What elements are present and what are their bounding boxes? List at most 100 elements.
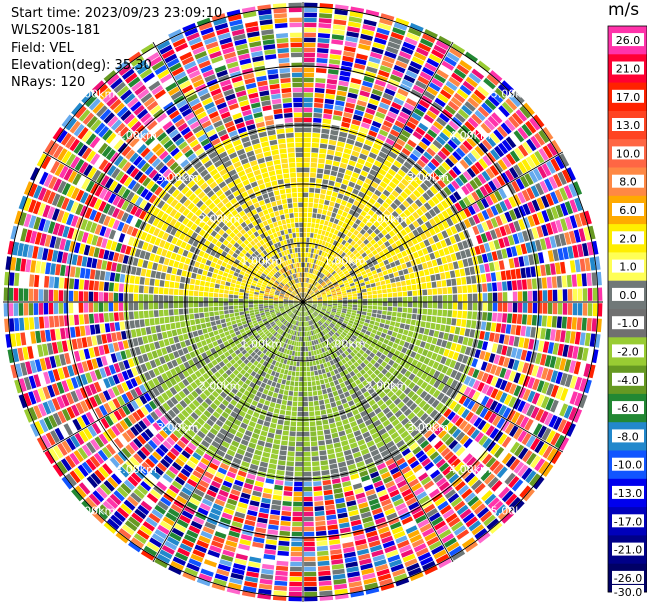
- velocity-cell: [288, 303, 294, 305]
- velocity-cell: [178, 302, 184, 308]
- velocity-cell: [344, 248, 350, 254]
- velocity-cell: [115, 242, 123, 253]
- velocity-cell: [138, 285, 144, 293]
- velocity-cell: [423, 90, 436, 101]
- velocity-cell: [331, 191, 338, 198]
- velocity-cell: [236, 343, 243, 349]
- velocity-cell: [173, 221, 182, 229]
- velocity-cell: [149, 342, 156, 351]
- velocity-cell: [313, 264, 317, 270]
- velocity-cell: [244, 337, 251, 343]
- velocity-cell: [208, 354, 215, 362]
- velocity-cell: [274, 113, 283, 120]
- velocity-cell: [170, 322, 176, 330]
- velocity-cell: [39, 171, 49, 185]
- velocity-cell: [243, 299, 249, 302]
- velocity-cell: [467, 257, 474, 266]
- velocity-cell: [22, 346, 29, 360]
- velocity-cell: [209, 282, 215, 288]
- velocity-cell: [193, 161, 203, 170]
- velocity-cell: [340, 265, 346, 271]
- velocity-cell: [136, 408, 145, 419]
- velocity-cell: [305, 288, 308, 293]
- velocity-cell: [500, 172, 510, 184]
- velocity-cell: [148, 400, 157, 410]
- velocity-cell: [369, 217, 376, 224]
- velocity-cell: [194, 261, 201, 268]
- velocity-cell: [373, 37, 387, 45]
- velocity-cell: [108, 292, 114, 302]
- velocity-cell: [269, 83, 280, 90]
- velocity-cell: [396, 265, 403, 271]
- velocity-cell: [178, 381, 186, 390]
- velocity-cell: [293, 303, 299, 305]
- velocity-cell: [199, 115, 210, 125]
- velocity-cell: [116, 209, 125, 220]
- velocity-cell: [318, 272, 322, 277]
- velocity-cell: [240, 285, 245, 290]
- velocity-cell: [239, 100, 250, 107]
- velocity-cell: [289, 296, 294, 299]
- velocity-cell: [125, 459, 137, 471]
- velocity-cell: [276, 288, 281, 292]
- velocity-cell: [278, 143, 287, 149]
- velocity-cell: [117, 372, 125, 383]
- velocity-cell: [279, 293, 285, 296]
- velocity-cell: [166, 436, 176, 446]
- velocity-cell: [159, 239, 166, 248]
- velocity-cell: [293, 303, 299, 305]
- velocity-cell: [219, 243, 226, 250]
- velocity-cell: [36, 153, 47, 167]
- velocity-cell: [297, 242, 300, 248]
- velocity-cell: [85, 411, 95, 424]
- velocity-cell: [218, 328, 224, 334]
- velocity-cell: [313, 287, 317, 292]
- velocity-cell: [213, 120, 223, 128]
- velocity-cell: [173, 295, 179, 302]
- velocity-cell: [257, 270, 263, 275]
- velocity-cell: [383, 209, 391, 217]
- velocity-cell: [433, 250, 441, 259]
- velocity-cell: [114, 322, 121, 331]
- velocity-cell: [32, 246, 39, 259]
- velocity-cell: [170, 396, 179, 405]
- velocity-cell: [312, 296, 317, 299]
- velocity-cell: [116, 384, 125, 395]
- velocity-cell: [20, 332, 27, 346]
- velocity-cell: [165, 380, 173, 389]
- velocity-cell: [299, 222, 303, 228]
- velocity-cell: [362, 165, 371, 173]
- velocity-cell: [103, 249, 110, 260]
- velocity-cell: [341, 239, 347, 246]
- velocity-cell: [247, 349, 254, 355]
- velocity-cell: [329, 275, 334, 280]
- velocity-cell: [271, 322, 276, 327]
- velocity-cell: [277, 220, 282, 226]
- velocity-cell: [289, 304, 294, 307]
- velocity-cell: [238, 186, 246, 194]
- velocity-cell: [174, 118, 186, 128]
- velocity-cell: [431, 195, 440, 205]
- velocity-cell: [240, 355, 247, 362]
- velocity-cell: [303, 202, 308, 208]
- velocity-cell: [314, 92, 325, 98]
- velocity-cell: [48, 414, 58, 428]
- velocity-cell: [317, 168, 324, 174]
- velocity-cell: [277, 242, 282, 248]
- velocity-cell: [66, 185, 76, 198]
- velocity-cell: [196, 111, 207, 120]
- velocity-cell: [161, 49, 175, 59]
- velocity-cell: [261, 141, 270, 148]
- velocity-cell: [75, 388, 84, 401]
- velocity-cell: [121, 145, 132, 157]
- velocity-cell: [359, 38, 372, 46]
- velocity-cell: [158, 309, 164, 317]
- velocity-cell: [505, 270, 512, 280]
- velocity-cell: [308, 263, 311, 268]
- velocity-cell: [307, 278, 310, 283]
- velocity-cell: [486, 152, 497, 164]
- velocity-cell: [288, 312, 293, 316]
- velocity-cell: [353, 145, 362, 153]
- velocity-cell: [261, 326, 267, 331]
- velocity-cell: [243, 343, 249, 349]
